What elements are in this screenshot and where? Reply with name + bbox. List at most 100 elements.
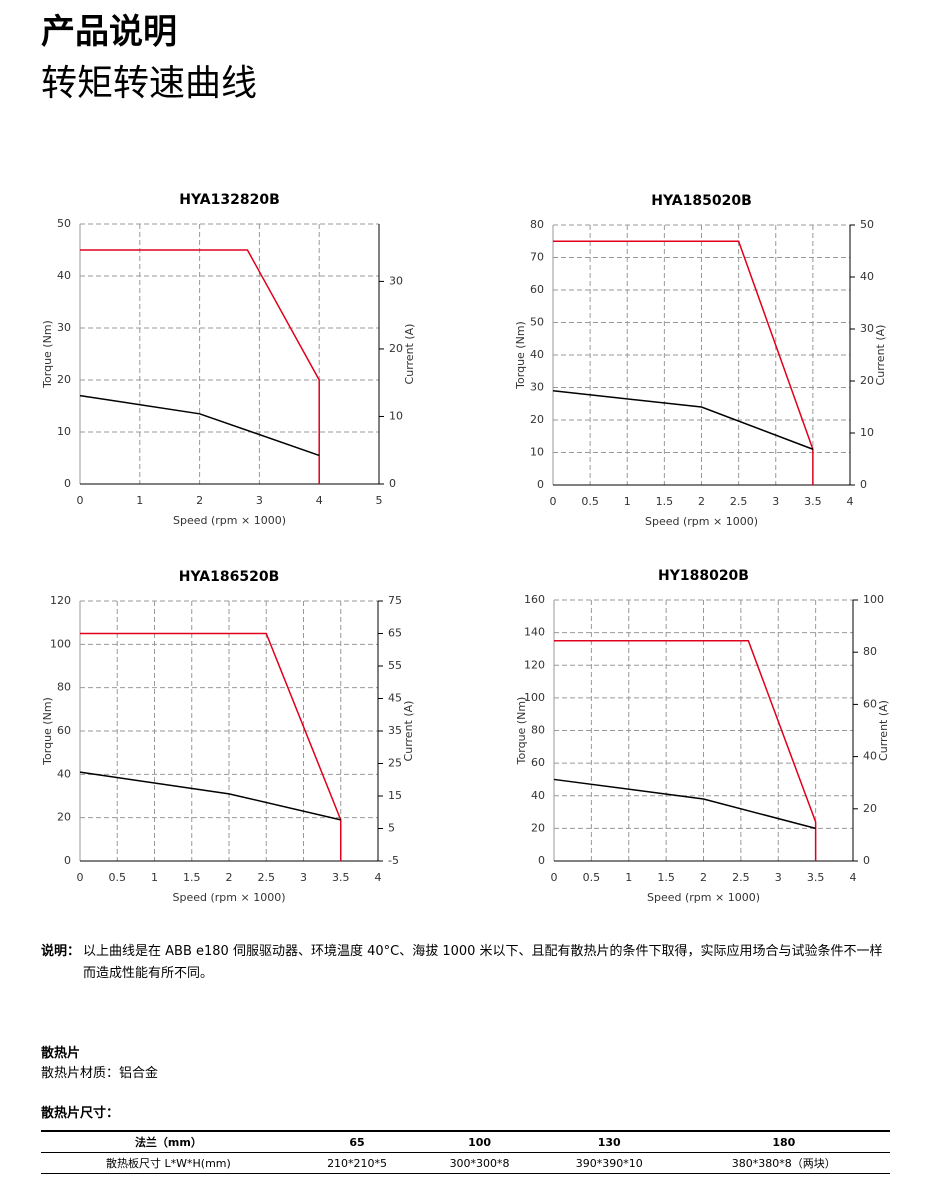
chart-title: HYA186520B — [179, 569, 279, 585]
table-header: 100 — [418, 1130, 541, 1153]
subtitle: 转矩转速曲线 — [41, 63, 258, 104]
series-line — [79, 394, 320, 457]
x-tick-label: 2.5 — [732, 871, 750, 884]
chart-title: HYA185020B — [651, 193, 751, 209]
y2-tick-label: 60 — [863, 697, 877, 710]
y-tick-label: 40 — [531, 789, 545, 802]
y-tick-label: 70 — [530, 251, 544, 264]
y-tick-label: 120 — [524, 658, 545, 671]
y-tick-label: 80 — [57, 681, 71, 694]
note-label: 说明： — [41, 944, 81, 959]
y-tick-label: 20 — [57, 373, 71, 386]
series-line — [79, 771, 341, 821]
x-tick-label: 0.5 — [583, 871, 601, 884]
y-tick-label: 60 — [57, 724, 71, 737]
y-tick-label: 40 — [57, 767, 71, 780]
y2-tick-label: 5 — [388, 822, 395, 835]
x-tick-label: 0.5 — [109, 871, 127, 884]
y2-tick-label: 30 — [860, 322, 874, 335]
y-tick-label: 0 — [538, 854, 545, 867]
y-tick-label: 0 — [64, 477, 71, 490]
y-tick-label: 20 — [531, 821, 545, 834]
x-tick-label: 1 — [151, 871, 158, 884]
y2-tick-label: 20 — [863, 802, 877, 815]
table-cell: 390*390*10 — [540, 1152, 678, 1174]
x-tick-label: 3.5 — [804, 495, 822, 508]
y-tick-label: 60 — [531, 756, 545, 769]
x-tick-label: 4 — [847, 495, 854, 508]
y2-tick-label: 25 — [388, 757, 402, 770]
x-tick-label: 3 — [300, 871, 307, 884]
table-row: 散热板尺寸 L*W*H(mm) 210*210*5 300*300*8 390*390… — [41, 1152, 890, 1174]
table-cell: 210*210*5 — [295, 1152, 419, 1174]
series-line — [552, 390, 814, 450]
x-tick-label: 1.5 — [183, 871, 201, 884]
y2-tick-label: 15 — [388, 789, 402, 802]
table-header: 130 — [540, 1130, 678, 1153]
x-axis-label: Speed (rpm × 1000) — [173, 891, 286, 904]
y-tick-label: 120 — [50, 594, 71, 607]
x-tick-label: 4 — [850, 871, 857, 884]
x-tick-label: 3.5 — [807, 871, 825, 884]
y-tick-label: 80 — [531, 724, 545, 737]
series-line — [553, 240, 814, 485]
x-axis-label: Speed (rpm × 1000) — [173, 514, 286, 527]
table-header: 65 — [295, 1130, 419, 1153]
y-axis-label: Torque (Nm) — [41, 320, 54, 389]
x-tick-label: 5 — [376, 494, 383, 507]
series-line — [553, 778, 816, 830]
x-tick-label: 0 — [551, 871, 558, 884]
x-tick-label: 4 — [316, 494, 323, 507]
x-axis-label: Speed (rpm × 1000) — [645, 515, 758, 528]
x-tick-label: 3.5 — [332, 871, 350, 884]
x-tick-label: 2.5 — [730, 495, 748, 508]
y2-tick-label: 0 — [389, 477, 396, 490]
y-tick-label: 30 — [57, 321, 71, 334]
table-cell: 300*300*8 — [418, 1152, 541, 1174]
y2-axis-label: Current (A) — [877, 700, 890, 761]
y-tick-label: 160 — [524, 593, 545, 606]
x-tick-label: 1.5 — [656, 495, 674, 508]
note-text: 以上曲线是在 ABB e180 伺服驱动器、环境温度 40°C、海拔 1000 … — [83, 944, 883, 981]
y-tick-label: 0 — [64, 854, 71, 867]
title: 产品说明 — [41, 12, 177, 52]
y-axis-label: Torque (Nm) — [515, 697, 528, 766]
heatsink-title: 散热片 — [41, 1046, 81, 1061]
x-tick-label: 3 — [256, 494, 263, 507]
note: 说明： 以上曲线是在 ABB e180 伺服驱动器、环境温度 40°C、海拔 1… — [41, 941, 891, 985]
x-tick-label: 0 — [77, 871, 84, 884]
y2-tick-label: 30 — [389, 274, 403, 287]
y2-tick-label: 40 — [860, 270, 874, 283]
y-tick-label: 80 — [530, 218, 544, 231]
y2-tick-label: 75 — [388, 594, 402, 607]
y-tick-label: 60 — [530, 283, 544, 296]
y-tick-label: 0 — [537, 478, 544, 491]
y2-tick-label: 40 — [863, 750, 877, 763]
y-axis-label: Torque (Nm) — [41, 697, 54, 766]
x-tick-label: 0 — [550, 495, 557, 508]
y2-tick-label: 45 — [388, 692, 402, 705]
y2-tick-label: 0 — [860, 478, 867, 491]
x-tick-label: 3 — [772, 495, 779, 508]
table-header: 法兰（mm） — [41, 1130, 296, 1153]
heatsink-material: 散热片材质：铝合金 — [41, 1066, 159, 1081]
y2-tick-label: 100 — [863, 593, 884, 606]
y-tick-label: 40 — [530, 348, 544, 361]
y2-tick-label: 50 — [860, 218, 874, 231]
y-tick-label: 100 — [524, 691, 545, 704]
y-tick-label: 100 — [50, 637, 71, 650]
y2-axis-label: Current (A) — [874, 325, 887, 386]
y2-tick-label: 10 — [860, 426, 874, 439]
x-tick-label: 2 — [196, 494, 203, 507]
x-tick-label: 2.5 — [258, 871, 276, 884]
table-cell: 散热板尺寸 L*W*H(mm) — [41, 1152, 296, 1174]
table: 法兰（mm） 65 100 130 180 散热板尺寸 L*W*H(mm) 210*210*… — [41, 1130, 890, 1174]
y-tick-label: 10 — [57, 425, 71, 438]
y2-tick-label: 35 — [388, 724, 402, 737]
y2-axis-label: Current (A) — [402, 701, 415, 762]
x-tick-label: 2 — [226, 871, 233, 884]
y-tick-label: 40 — [57, 269, 71, 282]
y-axis-label: Torque (Nm) — [514, 321, 527, 390]
x-tick-label: 3 — [775, 871, 782, 884]
